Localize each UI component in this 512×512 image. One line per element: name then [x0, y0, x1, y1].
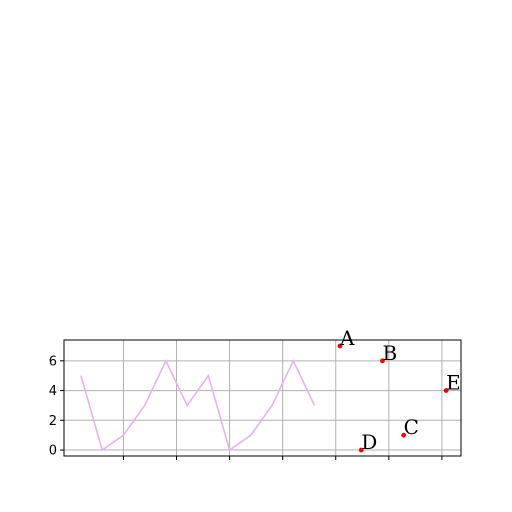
y-tick-label-3: 6 [49, 354, 57, 369]
y-tick-label-0: 0 [49, 444, 57, 459]
series-line-0 [80, 358, 316, 452]
y-axis: 0 2 4 6 [49, 354, 64, 459]
point-label-B: B [382, 341, 397, 365]
point-label-C: C [404, 415, 419, 439]
grid [64, 340, 461, 456]
points-layer: A B C D E [337, 326, 461, 454]
point-B [380, 358, 385, 364]
point-label-E: E [446, 371, 461, 395]
y-tick-label-1: 2 [49, 414, 57, 429]
series-layer [80, 358, 316, 452]
x-axis [122, 456, 443, 460]
point-label-D: D [361, 430, 377, 454]
plot-frame [63, 339, 462, 457]
y-tick-label-2: 4 [49, 384, 57, 399]
point-label-A: A [339, 326, 355, 350]
point-C [401, 432, 407, 438]
point-E [443, 388, 449, 393]
point-D [358, 447, 364, 453]
point-A [337, 343, 343, 349]
